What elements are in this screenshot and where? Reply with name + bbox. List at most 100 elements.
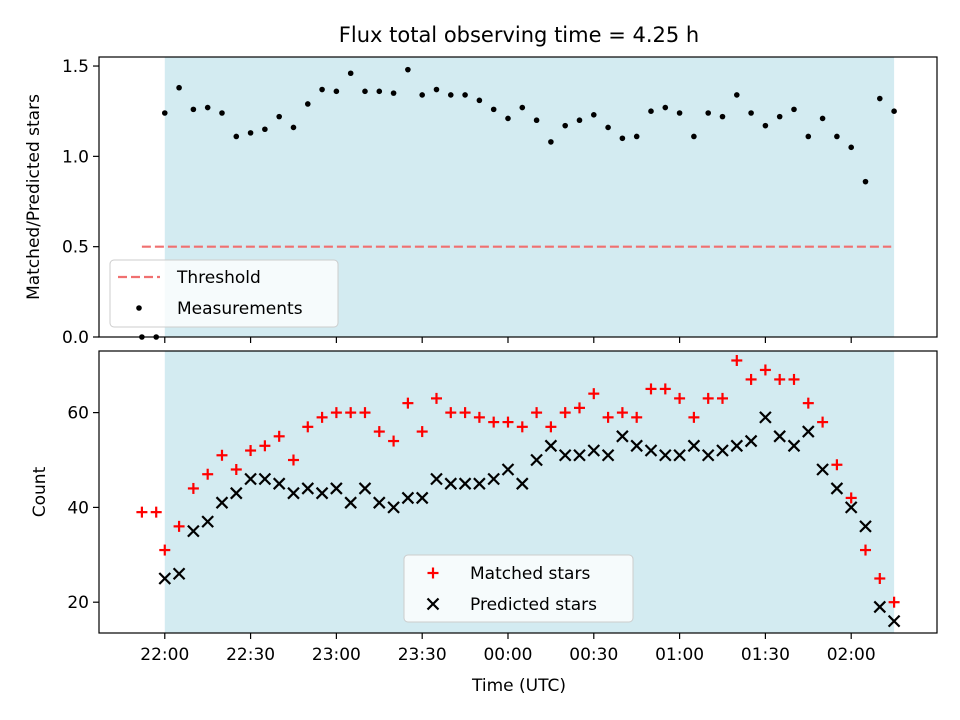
x-tick-label: 23:30: [398, 645, 447, 665]
measurement-point: [233, 133, 240, 140]
matched-star-point: [602, 411, 614, 423]
y-tick-label: 20: [67, 593, 89, 613]
predicted-star-point: [830, 482, 844, 495]
predicted-star-point: [716, 444, 729, 457]
measurement-point: [576, 117, 583, 124]
predicted-star-point: [358, 482, 372, 495]
matched-star-point: [402, 397, 414, 409]
top-axis-ticks: 0.0 0.5 1.0 1.5: [62, 57, 852, 348]
legend-measurement-label: Measurements: [177, 299, 303, 319]
predicted-star-point: [415, 491, 429, 505]
matched-star-point: [488, 416, 500, 428]
matched-star-point: [802, 397, 814, 409]
chart-title: Flux total observing time = 4.25 h: [339, 23, 699, 47]
predicted-star-point: [644, 444, 658, 457]
matched-star-point: [845, 492, 857, 504]
measurement-point: [505, 115, 511, 122]
matched-star-point: [502, 416, 514, 428]
measurement-point: [676, 110, 683, 116]
predicted-star-point: [587, 444, 601, 457]
matched-star-point: [545, 421, 557, 433]
measurement-point: [605, 124, 611, 131]
matched-star-point: [330, 407, 342, 419]
measurement-point: [633, 133, 640, 140]
measurement-point: [891, 108, 897, 114]
predicted-star-point: [844, 501, 858, 514]
predicted-star-point: [701, 448, 715, 462]
predicted-star-point: [373, 496, 386, 509]
predicted-star-point: [430, 472, 443, 486]
measurement-point: [390, 90, 397, 96]
measurement-point: [433, 86, 440, 93]
matched-star-point: [430, 392, 442, 404]
predicted-star-point: [458, 477, 472, 490]
matched-star-point: [245, 445, 257, 457]
predicted-star-point: [616, 430, 629, 443]
predicted-star-point: [473, 477, 486, 490]
predicted-star-point: [172, 567, 186, 581]
matched-star-point: [459, 407, 471, 419]
measurement-point: [762, 122, 769, 129]
legend-matched-swatch: [427, 567, 439, 579]
predicted-star-point: [330, 482, 343, 495]
bottom-legend: Matched stars Predicted stars: [403, 554, 634, 623]
predicted-star-point: [487, 472, 500, 486]
predicted-star-point: [887, 614, 901, 628]
predicted-star-point: [773, 430, 786, 443]
predicted-star-point: [816, 463, 829, 476]
measurement-point: [590, 112, 597, 118]
measurement-point: [419, 92, 425, 98]
matched-star-point: [159, 544, 171, 556]
measurement-point: [805, 133, 812, 140]
measurement-point: [290, 124, 297, 131]
predicted-star-point: [201, 515, 214, 528]
measurement-point: [719, 113, 726, 120]
predicted-star-point: [344, 496, 357, 509]
bottom-axis-ticks: 22:00 22:30 23:00 23:30 00:00 00:30 01:00 01:30…: [67, 404, 875, 665]
matched-star-point: [759, 364, 771, 376]
y-tick-label: 1.0: [62, 147, 89, 167]
matched-star-point: [659, 383, 671, 395]
predicted-star-point: [744, 434, 758, 448]
measurement-point: [304, 101, 311, 107]
legend-predicted-label: Predicted stars: [470, 595, 597, 615]
predicted-star-point: [258, 472, 272, 486]
legend-measurement-swatch: [136, 305, 142, 311]
predicted-stars-points: [158, 411, 901, 628]
predicted-star-point: [859, 520, 872, 533]
legend-threshold-label: Threshold: [176, 268, 261, 288]
x-tick-label: 22:00: [140, 645, 189, 665]
legend-box: [403, 554, 634, 623]
matched-star-point: [516, 421, 528, 433]
matched-star-point: [631, 411, 643, 423]
top-legend: Threshold Measurements: [109, 259, 339, 328]
measurement-point: [705, 110, 711, 116]
x-tick-label: 01:30: [741, 645, 790, 665]
predicted-star-point: [730, 439, 744, 453]
matched-star-point: [716, 392, 728, 404]
measurement-point: [619, 135, 626, 142]
predicted-star-point: [230, 486, 243, 500]
measurement-point: [776, 113, 783, 120]
matched-star-point: [674, 392, 686, 404]
measurement-point: [548, 139, 554, 145]
matched-stars-points: [136, 354, 900, 608]
matched-star-point: [273, 430, 285, 442]
measurement-point: [276, 113, 282, 120]
measurement-point: [219, 110, 225, 116]
predicted-star-point: [287, 486, 300, 500]
bottom-axes-frame: [98, 350, 938, 634]
measurement-point: [262, 126, 268, 133]
measurement-point: [462, 92, 468, 98]
legend-predicted-swatch: [426, 597, 440, 611]
predicted-star-point: [673, 448, 686, 462]
predicted-star-point: [601, 448, 615, 462]
predicted-star-point: [558, 448, 572, 462]
matched-star-point: [831, 459, 843, 471]
predicted-star-point: [244, 472, 257, 486]
measurement-point: [405, 66, 411, 73]
matched-star-point: [345, 407, 357, 419]
measurement-point: [533, 117, 540, 124]
matched-star-point: [473, 411, 485, 423]
